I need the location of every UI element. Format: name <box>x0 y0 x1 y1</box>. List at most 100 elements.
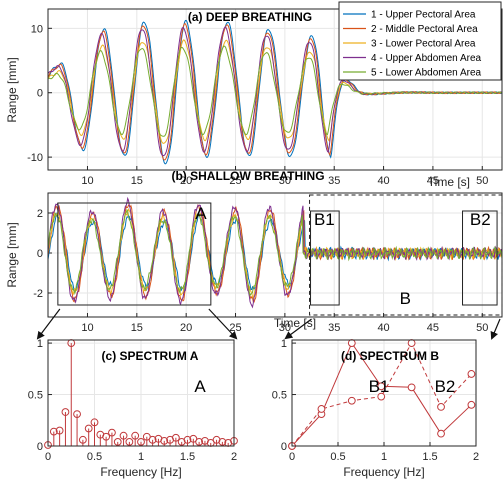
specA-xtick-label: 1 <box>138 451 144 463</box>
specA-stem-marker <box>90 418 99 427</box>
deep-legend-entry: 5 - Lower Abdomen Area <box>371 68 482 79</box>
region-b-label: B <box>400 289 411 308</box>
region-b2-label: B2 <box>470 210 491 229</box>
shallow-xtick-label: 15 <box>131 322 143 334</box>
specA-stem-marker <box>119 431 128 440</box>
deep-xtick-label: 20 <box>180 175 192 187</box>
region-b1-label: B1 <box>314 210 335 229</box>
deep-legend: 1 - Upper Pectoral Area 2 - Middle Pector… <box>338 1 502 81</box>
specA-stem-marker <box>142 432 151 441</box>
specA-stem-marker <box>183 435 192 444</box>
specA-stem-marker <box>49 427 58 436</box>
deep-legend-entry: 3 - Lower Pectoral Area <box>371 39 476 50</box>
shallow-xtick-label: 50 <box>476 322 488 334</box>
specA-stem-marker <box>160 436 169 445</box>
specB-ytick-label: 0.5 <box>272 390 287 402</box>
region-b-box <box>309 194 503 316</box>
specB-series-b2 <box>288 339 476 450</box>
specB-ytick-label: 0 <box>281 441 287 453</box>
deep-frame <box>47 8 503 171</box>
deep-xtick-label: 45 <box>427 175 439 187</box>
deep-series-4 <box>47 26 503 157</box>
deep-xtick-label: 35 <box>328 175 340 187</box>
specA-stem-marker <box>195 437 204 446</box>
specA-stem-marker <box>189 434 198 443</box>
connector-arrows <box>36 308 501 340</box>
region-b1-box <box>310 210 340 306</box>
deep-ytick-label: -10 <box>27 152 43 164</box>
deep-xtick-label: 50 <box>476 175 488 187</box>
specA-stem-marker <box>171 433 180 442</box>
deep-xtick-label: 15 <box>131 175 143 187</box>
region-a-label: A <box>195 204 207 223</box>
specB-axes: 0 0.5 1 1.5 2 0 0.5 1 <box>272 338 479 463</box>
shallow-xtick-label: 35 <box>328 322 340 334</box>
deep-legend-box <box>338 1 502 81</box>
deep-xtick-label: 25 <box>229 175 241 187</box>
specB-xtick-label: 2 <box>473 451 479 463</box>
specA-label: A <box>194 377 206 396</box>
deep-xtick-label: 10 <box>81 175 93 187</box>
specA-stem-marker <box>137 437 145 446</box>
specA-stem-marker <box>55 426 64 435</box>
specB-marker <box>407 383 416 392</box>
shallow-ytick-label: -2 <box>33 288 43 300</box>
specA-stem-marker <box>131 431 140 440</box>
specB-marker <box>437 429 445 438</box>
connector-arrow <box>490 318 501 340</box>
deep-xtick-label: 30 <box>279 175 291 187</box>
specB-ytick-label: 1 <box>281 338 287 350</box>
shallow-xtick-label: 30 <box>279 322 291 334</box>
deep-title: (a) DEEP BREATHING <box>188 10 312 24</box>
specB-marker <box>467 400 476 409</box>
specA-stem-marker <box>102 432 111 441</box>
specA-xtick-label: 0.5 <box>87 451 102 463</box>
specA-xtick-label: 0 <box>45 451 51 463</box>
specB-marker <box>347 339 356 347</box>
specA-stem-marker <box>73 410 81 418</box>
specA-stem-marker <box>218 437 227 446</box>
deep-xlabel: Time [s] <box>428 175 470 189</box>
specB-marker <box>467 370 476 378</box>
deep-ytick-label: 10 <box>31 23 43 35</box>
connector-arrow <box>284 318 312 340</box>
deep-series-group <box>47 19 503 165</box>
specA-stem-marker <box>84 424 93 433</box>
specB-xtick-label: 0.5 <box>330 451 345 463</box>
specA-xlabel: Frequency [Hz] <box>100 465 181 479</box>
deep-ytick-label: 0 <box>37 88 43 100</box>
shallow-xlabel: Time [s] <box>274 316 316 330</box>
specB-marker <box>317 405 326 413</box>
specA-stem-marker <box>113 437 122 446</box>
specB-marker <box>377 392 386 401</box>
specA-xtick-label: 1.5 <box>180 451 195 463</box>
shallow-xtick-label: 45 <box>427 322 439 334</box>
specB-frame <box>291 339 477 447</box>
specB-xtick-label: 0 <box>289 451 295 463</box>
specA-stem-marker <box>148 435 157 444</box>
specB-title: (d) SPECTRUM B <box>341 349 439 363</box>
specB-marker <box>377 382 386 391</box>
deep-xtick-label: 40 <box>377 175 389 187</box>
specB-marker <box>407 339 416 347</box>
specA-title: (c) SPECTRUM A <box>102 349 199 363</box>
specB-marker <box>347 396 356 405</box>
connector-arrow <box>208 308 238 340</box>
shallow-xtick-label: 40 <box>377 322 389 334</box>
specA-stem-marker <box>78 435 87 444</box>
specB-xtick-label: 1 <box>381 451 387 463</box>
specB-xtick-label: 1.5 <box>422 451 437 463</box>
specA-ytick-label: 0.5 <box>28 390 43 402</box>
deep-series-5 <box>47 45 503 137</box>
region-a-box <box>57 202 212 306</box>
specA-stem-marker <box>125 437 134 446</box>
specB-marker <box>437 402 445 411</box>
specA-stem-marker <box>108 428 116 437</box>
specA-stem-marker <box>61 408 70 416</box>
deep-legend-entry: 4 - Upper Abdomen Area <box>371 53 482 64</box>
specA-ytick-label: 1 <box>37 338 43 350</box>
connector-arrow <box>36 308 61 340</box>
shallow-series-4 <box>47 196 503 309</box>
shallow-ytick-label: 0 <box>37 248 43 260</box>
